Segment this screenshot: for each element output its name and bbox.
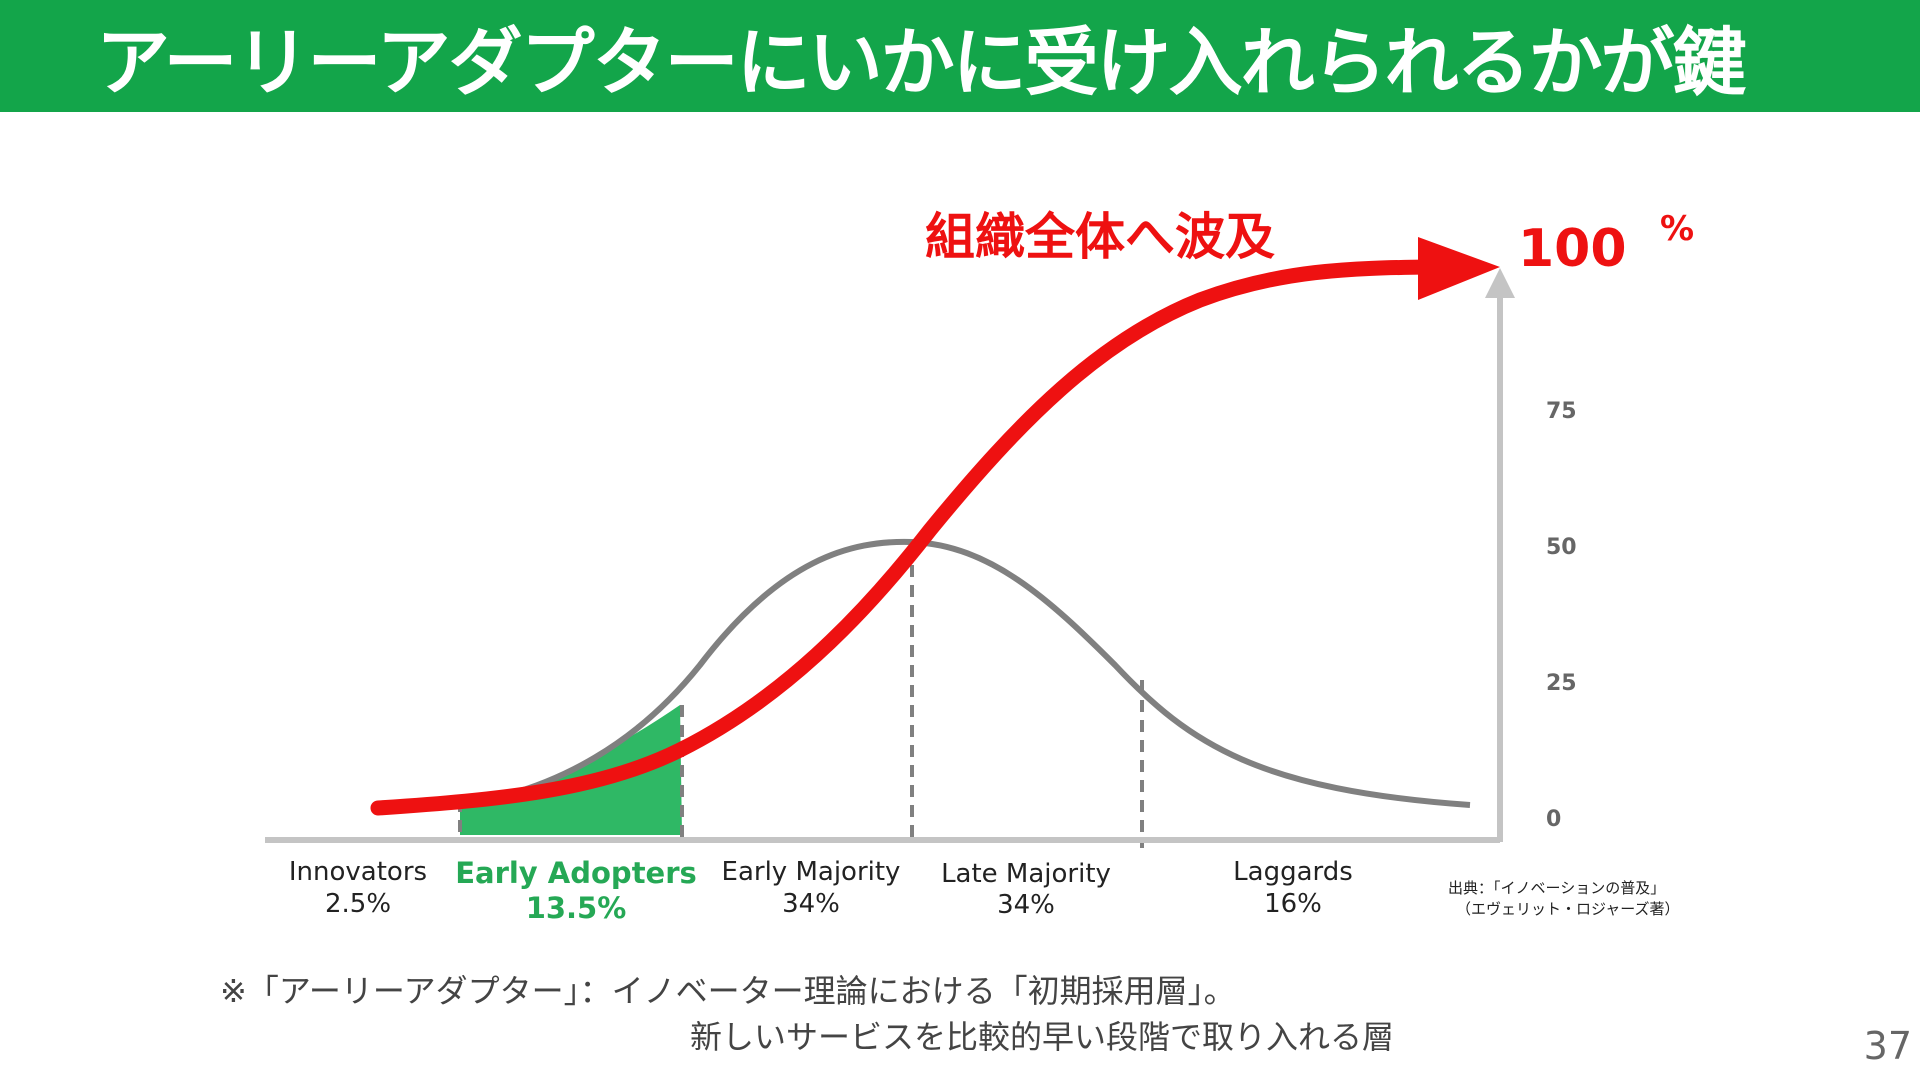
segment-late-majority-pct: 34%: [997, 890, 1055, 920]
top-value: 100: [1518, 219, 1627, 279]
page-number: 37: [1863, 1024, 1912, 1068]
segment-late-majority-name: Late Majority: [941, 859, 1111, 889]
y-axis-arrowhead: [1485, 268, 1515, 298]
source-line-1: 出典：「イノベーションの普及」: [1448, 879, 1665, 897]
y-tick-75: 75: [1546, 399, 1577, 424]
footnote-line-2: 新しいサービスを比較的早い段階で取り入れる層: [690, 1018, 1395, 1056]
footnote-line-1: ※「アーリーアダプター」：イノベーター理論における「初期採用層」。: [220, 972, 1236, 1010]
page-title: アーリーアダプターにいかに受け入れられるかが鍵: [96, 19, 1747, 106]
segment-early-majority-name: Early Majority: [722, 857, 901, 887]
segment-innovators-pct: 2.5%: [325, 889, 391, 919]
segment-innovators-name: Innovators: [289, 857, 427, 887]
s-curve-arrowhead: [1418, 237, 1500, 300]
top-unit: %: [1660, 209, 1694, 249]
y-tick-0: 0: [1546, 807, 1561, 832]
source-line-2: （エヴェリット・ロジャーズ著）: [1456, 900, 1680, 918]
segment-early-majority-pct: 34%: [782, 889, 840, 919]
title-banner: アーリーアダプターにいかに受け入れられるかが鍵: [0, 0, 1920, 112]
footnote: ※「アーリーアダプター」：イノベーター理論における「初期採用層」。 新しいサービ…: [220, 968, 1394, 1060]
wave-label: 組織全体へ波及: [925, 208, 1275, 266]
segment-laggards-pct: 16%: [1264, 889, 1322, 919]
segment-laggards-name: Laggards: [1233, 857, 1353, 887]
adoption-s-curve: [370, 259, 1438, 816]
y-tick-25: 25: [1546, 671, 1577, 696]
y-tick-50: 50: [1546, 535, 1577, 560]
segment-early-adopters-name: Early Adopters: [455, 856, 697, 890]
segment-early-adopters-pct: 13.5%: [526, 891, 627, 925]
